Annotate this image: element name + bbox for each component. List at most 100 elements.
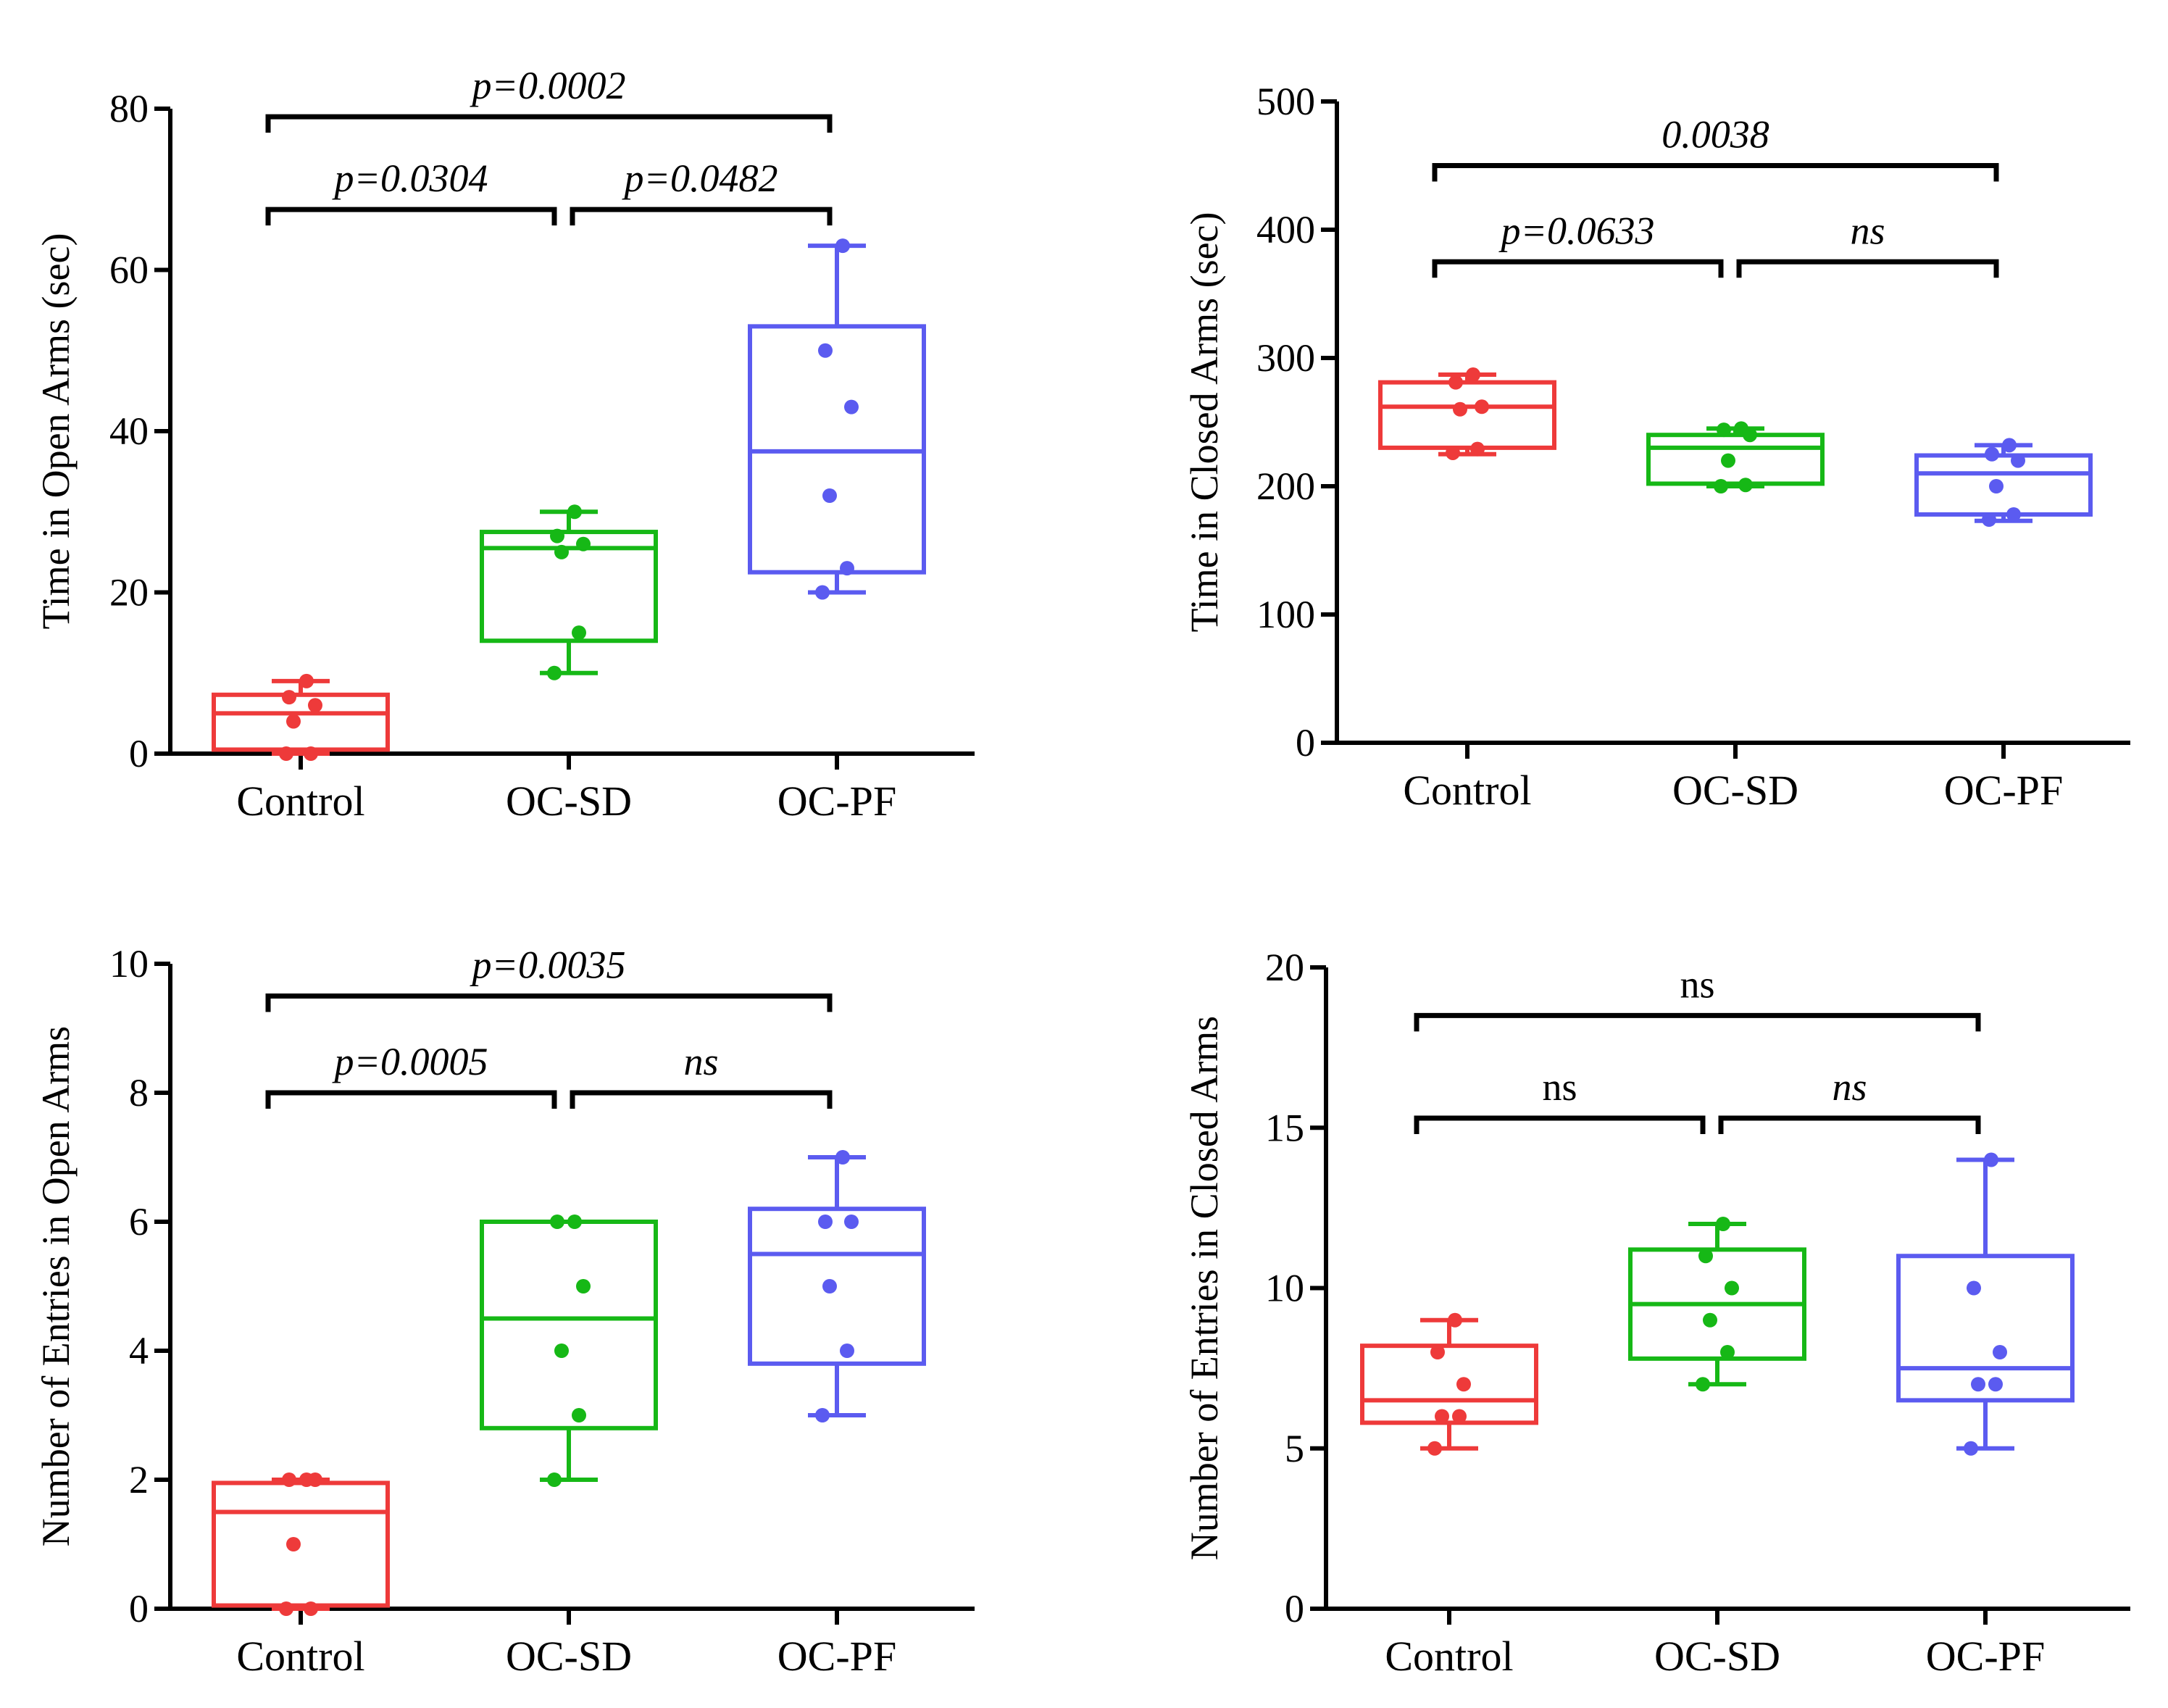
- data-point: [279, 1601, 293, 1616]
- significance-label: p=0.0304: [332, 157, 488, 200]
- box-oc-pf: [748, 238, 926, 600]
- y-axis-title: Time in Open Arms (sec): [34, 233, 78, 630]
- significance-label: p=0.0005: [332, 1040, 488, 1083]
- significance-label: ns: [1680, 962, 1714, 1006]
- data-point: [2002, 438, 2017, 453]
- significance-bracket: [1414, 1012, 1981, 1032]
- data-point: [822, 488, 837, 503]
- data-point: [1446, 445, 1460, 460]
- data-point: [1971, 1377, 1985, 1392]
- data-point: [547, 1472, 562, 1487]
- y-tick-label: 100: [1256, 593, 1315, 636]
- y-tick-label: 300: [1256, 336, 1315, 380]
- y-tick-label: 400: [1256, 208, 1315, 251]
- box-control: [212, 1472, 390, 1616]
- box-oc-sd: [480, 504, 658, 680]
- data-point: [282, 1472, 296, 1487]
- data-point: [1435, 1409, 1449, 1424]
- data-point: [1738, 478, 1753, 493]
- significance-label: p=0.0482: [622, 157, 778, 200]
- data-point: [1734, 421, 1748, 436]
- data-point: [304, 1601, 318, 1616]
- data-point: [1427, 1441, 1442, 1456]
- data-point: [550, 1215, 564, 1229]
- data-point: [1456, 1377, 1471, 1392]
- data-point: [299, 673, 314, 688]
- box-oc-sd: [1646, 421, 1825, 493]
- data-point: [572, 625, 586, 641]
- significance-label: p=0.0002: [470, 64, 626, 107]
- data-point: [1430, 1345, 1445, 1359]
- data-point: [844, 1215, 859, 1229]
- data-point: [304, 746, 318, 761]
- y-tick-label: 20: [109, 571, 149, 615]
- x-category-label: OC-PF: [1944, 767, 2063, 814]
- data-point: [1470, 441, 1485, 457]
- x-category-label: Control: [1403, 767, 1531, 814]
- y-tick-label: 10: [109, 942, 149, 986]
- data-point: [567, 1215, 582, 1229]
- data-point: [1984, 1152, 1998, 1167]
- data-point: [1993, 1345, 2007, 1359]
- data-point: [1453, 401, 1467, 417]
- significance-bracket: [1432, 163, 1999, 182]
- data-point: [835, 1150, 850, 1165]
- data-point: [547, 665, 562, 680]
- data-point: [835, 238, 850, 254]
- box-iqr: [748, 1207, 926, 1366]
- significance-label: 0.0038: [1662, 113, 1769, 157]
- y-tick-label: 4: [129, 1329, 149, 1372]
- box-iqr: [1646, 433, 1825, 486]
- data-point: [299, 1472, 314, 1487]
- data-point: [1703, 1312, 1717, 1328]
- significance-bracket: [570, 207, 833, 226]
- data-point: [840, 1344, 854, 1358]
- x-category-label: OC-PF: [777, 1633, 896, 1680]
- x-category-label: OC-SD: [1654, 1633, 1780, 1680]
- x-category-label: OC-PF: [1926, 1633, 2045, 1680]
- data-point: [572, 1408, 586, 1422]
- significance-bracket: [570, 1090, 833, 1109]
- significance-label: ns: [1832, 1065, 1867, 1109]
- y-tick-label: 5: [1285, 1427, 1304, 1470]
- y-tick-label: 6: [129, 1200, 149, 1243]
- data-point: [1475, 399, 1489, 414]
- data-point: [844, 399, 859, 414]
- data-point: [818, 1215, 833, 1229]
- data-point: [576, 536, 591, 551]
- box-iqr: [1378, 380, 1556, 450]
- data-point: [576, 1279, 591, 1294]
- data-point: [286, 714, 301, 729]
- data-point: [282, 690, 296, 705]
- y-tick-label: 20: [1265, 946, 1304, 989]
- x-category-label: Control: [1385, 1633, 1513, 1680]
- data-point: [822, 1279, 837, 1294]
- box-oc-sd: [480, 1215, 658, 1487]
- box-iqr: [1360, 1344, 1538, 1425]
- data-point: [1696, 1377, 1710, 1392]
- box-control: [212, 673, 390, 761]
- data-point: [1720, 1345, 1735, 1359]
- data-point: [840, 561, 854, 576]
- data-point: [554, 544, 569, 559]
- data-point: [2006, 507, 2021, 522]
- significance-bracket: [265, 207, 557, 226]
- box-iqr: [1896, 1254, 2075, 1403]
- data-point: [567, 504, 582, 520]
- x-category-label: Control: [236, 1633, 364, 1680]
- y-tick-label: 2: [129, 1458, 149, 1501]
- box-iqr: [480, 530, 658, 643]
- significance-bracket: [265, 114, 833, 133]
- box-control: [1378, 367, 1556, 460]
- data-point: [1714, 479, 1728, 493]
- data-point: [550, 528, 564, 543]
- data-point: [1964, 1441, 1978, 1456]
- data-point: [1698, 1249, 1713, 1264]
- significance-bracket: [1736, 259, 1999, 278]
- data-point: [1967, 1280, 1981, 1296]
- y-tick-label: 40: [109, 409, 149, 453]
- data-point: [1466, 367, 1480, 383]
- box-iqr: [1914, 453, 2093, 517]
- significance-bracket: [265, 1090, 557, 1109]
